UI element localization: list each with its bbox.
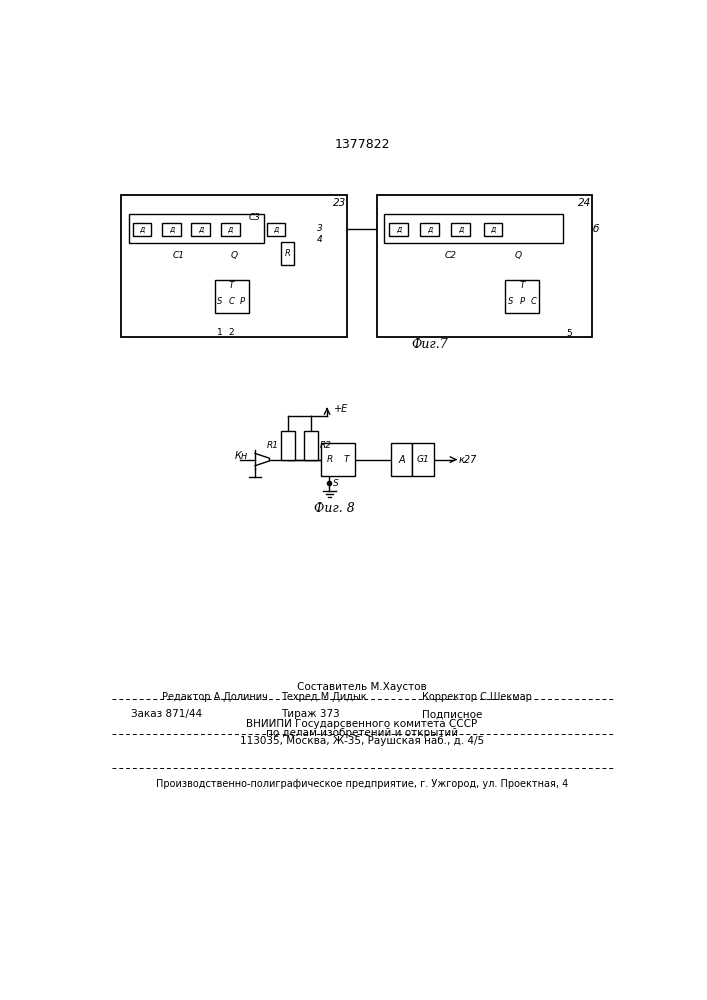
Text: +E: +E	[334, 404, 348, 414]
Text: C1: C1	[173, 251, 185, 260]
Bar	[132, 223, 151, 235]
Bar	[221, 223, 240, 235]
Text: д: д	[169, 225, 174, 234]
Bar	[281, 431, 295, 460]
Bar	[215, 280, 249, 312]
Text: R2: R2	[320, 441, 332, 450]
Text: 1: 1	[216, 328, 222, 337]
Bar	[162, 223, 180, 235]
Bar	[451, 223, 469, 235]
Bar	[377, 195, 592, 337]
Text: Составитель М.Хаустов: Составитель М.Хаустов	[297, 682, 427, 692]
Text: д: д	[427, 225, 432, 234]
Text: Кн: Кн	[235, 451, 247, 461]
Text: R1: R1	[267, 441, 279, 450]
Bar	[121, 195, 347, 337]
Text: Корректор С.Шекмар: Корректор С.Шекмар	[421, 692, 532, 702]
Text: Редактор А.Долинич: Редактор А.Долинич	[162, 692, 268, 702]
Text: д: д	[274, 225, 279, 234]
Text: R: R	[326, 455, 332, 464]
Text: Фиг.7: Фиг.7	[411, 338, 448, 351]
Bar	[412, 443, 434, 476]
Bar	[420, 223, 438, 235]
Text: S: S	[333, 479, 339, 488]
Text: 3: 3	[317, 224, 323, 233]
Text: Q: Q	[230, 251, 238, 260]
Text: ВНИИПИ Государсвенного комитета СССР: ВНИИПИ Государсвенного комитета СССР	[246, 719, 477, 729]
Text: д: д	[490, 225, 496, 234]
Text: Подписное: Подписное	[421, 709, 482, 719]
Text: Техред М.Дидык: Техред М.Дидык	[281, 692, 366, 702]
Text: б: б	[592, 224, 600, 234]
Text: 2: 2	[228, 328, 234, 337]
Bar	[192, 223, 210, 235]
Text: 5: 5	[566, 329, 572, 338]
Text: C3: C3	[248, 213, 260, 222]
Text: S: S	[218, 297, 223, 306]
Text: 1377822: 1377822	[334, 138, 390, 151]
Text: T: T	[229, 281, 235, 290]
Text: C: C	[530, 297, 536, 306]
Text: P: P	[240, 297, 245, 306]
Text: S: S	[508, 297, 513, 306]
Bar	[304, 431, 317, 460]
Text: T: T	[344, 455, 349, 464]
Text: 113035, Москва, Ж-35, Раушская наб., д. 4/5: 113035, Москва, Ж-35, Раушская наб., д. …	[240, 736, 484, 746]
Text: Тираж 373: Тираж 373	[281, 709, 339, 719]
Bar	[389, 223, 408, 235]
Bar	[267, 223, 285, 235]
Text: к27: к27	[459, 455, 477, 465]
Text: д: д	[457, 225, 463, 234]
Bar	[391, 443, 412, 476]
Text: P: P	[520, 297, 525, 306]
Text: д: д	[228, 225, 233, 234]
Text: 4: 4	[317, 235, 323, 244]
Text: 23: 23	[333, 198, 346, 208]
Text: 24: 24	[578, 198, 591, 208]
Bar	[129, 214, 264, 243]
Text: д: д	[139, 225, 144, 234]
Bar	[506, 280, 539, 312]
Text: Фиг. 8: Фиг. 8	[315, 502, 355, 515]
Text: T: T	[520, 281, 525, 290]
Text: R: R	[285, 249, 291, 258]
Bar	[385, 214, 563, 243]
Text: Q: Q	[515, 251, 522, 260]
Bar	[484, 223, 502, 235]
Text: д: д	[198, 225, 204, 234]
Text: C2: C2	[445, 251, 457, 260]
Bar	[321, 443, 355, 476]
Bar	[281, 242, 293, 265]
Text: G1: G1	[417, 455, 430, 464]
Text: C: C	[229, 297, 235, 306]
Text: Заказ 871/44: Заказ 871/44	[131, 709, 202, 719]
Text: A: A	[398, 455, 405, 465]
Text: по делам изобретений и открытий: по делам изобретений и открытий	[266, 728, 458, 738]
Text: Производственно-полиграфическое предприятие, г. Ужгород, ул. Проектная, 4: Производственно-полиграфическое предприя…	[156, 779, 568, 789]
Text: д: д	[396, 225, 401, 234]
